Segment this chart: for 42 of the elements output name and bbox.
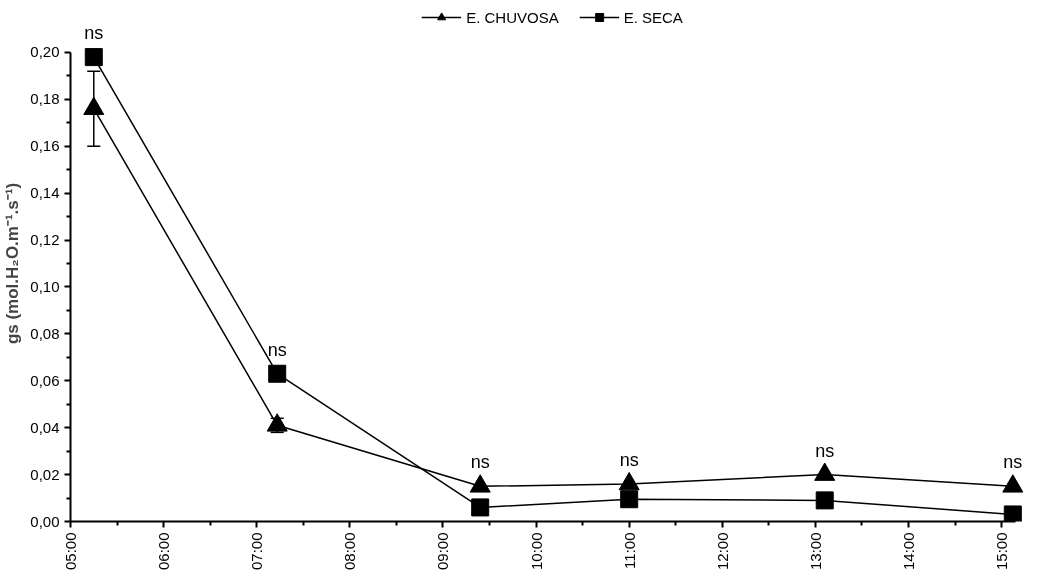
x-tick-label: 08:00 [341, 532, 359, 571]
point [620, 490, 639, 509]
point [1002, 474, 1024, 493]
point [618, 471, 640, 491]
x-tick-label: 05:00 [62, 532, 79, 571]
y-tick-label: 0,12 [30, 231, 60, 249]
y-tick-label: 0,20 [30, 43, 60, 61]
y-tick-label: 0,16 [30, 137, 60, 155]
y-tick-label: 0,04 [30, 418, 60, 436]
point [1003, 505, 1022, 522]
point [471, 498, 490, 517]
point [469, 474, 491, 493]
legend-label: E. SECA [623, 8, 683, 26]
x-tick-label: 10:00 [527, 532, 545, 571]
x-tick-label: 07:00 [248, 532, 266, 571]
legend-label: E. CHUVOSA [466, 8, 559, 26]
x-tick-label: 11:00 [620, 532, 638, 569]
x-tick-label: 06:00 [155, 532, 173, 571]
y-tick-label: 0,14 [30, 184, 60, 202]
y-tick-label: 0,18 [30, 90, 60, 108]
point [814, 462, 836, 481]
y-tick-label: 0,08 [30, 324, 60, 342]
point [268, 364, 287, 383]
x-tick-label: 14:00 [900, 532, 918, 571]
annotation: ns [470, 452, 490, 473]
x-tick-label: 09:00 [434, 532, 452, 571]
x-tick-label: 15:00 [993, 532, 1011, 571]
y-axis-title: gs (mol.H₂O.m⁻¹.s⁻¹) [3, 182, 23, 345]
annotation: ns [267, 339, 287, 360]
y-tick-label: 0,06 [30, 371, 60, 389]
annotation: ns [1003, 452, 1023, 473]
x-tick-label: 12:00 [713, 532, 731, 571]
x-tick-label: 13:00 [806, 532, 824, 571]
point [266, 413, 288, 432]
annotation: ns [619, 449, 639, 470]
annotation: ns [84, 23, 104, 44]
annotation: ns [815, 440, 835, 461]
point [815, 491, 834, 510]
point [84, 48, 103, 67]
y-tick-label: 0,00 [30, 512, 60, 530]
y-tick-label: 0,10 [30, 277, 60, 295]
y-tick-label: 0,02 [30, 465, 60, 483]
